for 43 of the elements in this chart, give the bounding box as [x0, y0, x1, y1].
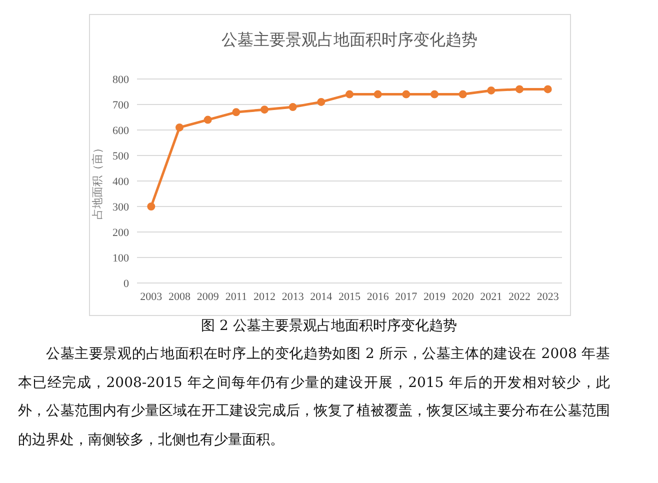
- point: [430, 90, 438, 98]
- y-tick-label: 0: [124, 278, 130, 290]
- x-tick-label: 2014: [310, 291, 333, 303]
- point: [260, 106, 268, 114]
- y-tick-label: 800: [112, 74, 130, 86]
- y-tick-label: 200: [112, 227, 130, 239]
- point: [147, 202, 156, 210]
- x-tick-label: 2016: [366, 291, 390, 303]
- y-tick-label: 400: [112, 176, 130, 188]
- point: [458, 90, 467, 98]
- y-tick-label: 100: [112, 252, 130, 264]
- x-tick-label: 2022: [508, 291, 530, 303]
- x-tick-label: 2013: [282, 291, 304, 303]
- x-tick-label: 2003: [140, 291, 163, 303]
- x-tick-label: 2015: [338, 291, 361, 303]
- x-tick-label: 2012: [254, 291, 276, 303]
- chart-title: 公墓主要景观占地面积时序变化趋势: [222, 30, 478, 49]
- x-tick-label: 2009: [196, 291, 220, 303]
- x-tick-label: 2021: [480, 291, 502, 303]
- point: [516, 85, 524, 94]
- x-tick-label: 2011: [225, 291, 247, 303]
- x-tick-label: 2008: [168, 291, 191, 303]
- point: [288, 103, 297, 112]
- point: [232, 108, 240, 116]
- y-tick-label: 300: [112, 202, 130, 214]
- y-tick-label: 500: [112, 150, 130, 162]
- point: [346, 90, 354, 98]
- y-tick-label: 600: [112, 125, 130, 137]
- point: [487, 86, 496, 94]
- point: [317, 98, 326, 106]
- point: [374, 90, 382, 98]
- point: [544, 85, 552, 94]
- x-tick-label: 2023: [536, 291, 560, 303]
- point: [402, 90, 410, 98]
- point: [204, 116, 212, 124]
- y-tick-label: 700: [112, 100, 130, 112]
- y-axis-title: 占地面积（亩）: [91, 142, 104, 220]
- x-tick-label: 2020: [452, 291, 474, 303]
- x-tick-label: 2017: [395, 291, 418, 303]
- x-tick-label: 2019: [424, 291, 446, 303]
- caption: 图 2 公墓主要景观占地面积时序变化趋势: [200, 317, 458, 335]
- point: [176, 123, 184, 132]
- text: 公墓主要景观的占地面积在时序上的变化趋势如图 2 所示，公墓主体的建设在 2008 年基本已经完成，2008-2015 年之间每年仍有少量的建设开展，2015 年后的开发相对较少，此外，公墓范围内有少量区域在开工建设完成后，恢复了植被覆盖，恢复区域主要分布在公墓范围的边界处，南侧较多，北侧也有少量面积。: [18, 345, 610, 450]
